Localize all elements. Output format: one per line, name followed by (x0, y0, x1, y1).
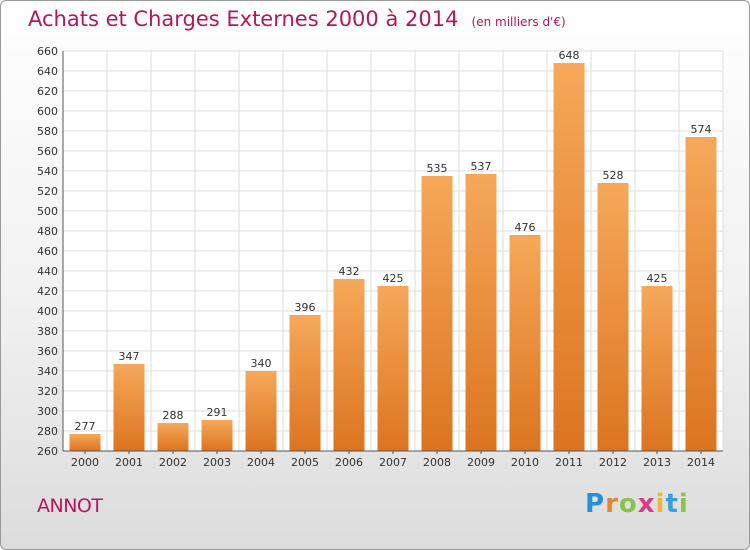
chart-title-block: Achats et Charges Externes 2000 à 2014 (… (28, 7, 566, 31)
x-tick-label: 2003 (203, 456, 231, 469)
bar-2012[interactable] (597, 183, 629, 451)
chart-title: Achats et Charges Externes 2000 à 2014 (28, 7, 459, 31)
bar-value-label: 425 (383, 272, 404, 285)
bar-value-label: 432 (339, 265, 360, 278)
y-tick-label: 600 (37, 105, 58, 118)
y-tick-label: 260 (37, 445, 58, 458)
y-tick-label: 560 (37, 145, 58, 158)
x-tick-label: 2008 (423, 456, 451, 469)
x-tick-label: 2001 (115, 456, 143, 469)
bars: 277 347 288 291 340 396 432 425 535 537 476 648 528 4… (69, 49, 717, 451)
y-tick-label: 360 (37, 345, 58, 358)
x-tick-label: 2007 (379, 456, 407, 469)
bar-value-label: 537 (471, 160, 492, 173)
x-tick-label: 2013 (643, 456, 671, 469)
bar-2008[interactable] (421, 176, 453, 451)
x-tick-label: 2000 (71, 456, 99, 469)
x-tick-label: 2005 (291, 456, 319, 469)
y-tick-label: 460 (37, 245, 58, 258)
bar-value-label: 528 (603, 169, 624, 182)
bar-value-label: 648 (559, 49, 580, 62)
bar-2000[interactable] (69, 434, 101, 451)
bar-2013[interactable] (641, 286, 673, 451)
x-tick-label: 2006 (335, 456, 363, 469)
x-tick-label: 2011 (555, 456, 583, 469)
y-tick-label: 420 (37, 285, 58, 298)
logo-letter: P (585, 489, 606, 519)
chart-unit-label: (en milliers d'€) (471, 15, 566, 29)
bar-value-label: 535 (427, 162, 448, 175)
axes: 260 280 300 320 340 360 380 400 420 440 460 480 500 5… (37, 45, 723, 469)
y-tick-label: 280 (37, 425, 58, 438)
y-tick-label: 520 (37, 185, 58, 198)
bar-2006[interactable] (333, 279, 365, 451)
logo-letter: o (618, 489, 638, 519)
bar-value-label: 425 (647, 272, 668, 285)
x-tick-label: 2010 (511, 456, 539, 469)
y-tick-label: 540 (37, 165, 58, 178)
y-tick-label: 500 (37, 205, 58, 218)
y-tick-label: 480 (37, 225, 58, 238)
bar-value-label: 288 (163, 409, 184, 422)
bar-value-label: 277 (75, 420, 96, 433)
bar-value-label: 396 (295, 301, 316, 314)
bar-2010[interactable] (509, 235, 541, 451)
bar-2007[interactable] (377, 286, 409, 451)
bar-2005[interactable] (289, 315, 321, 451)
x-tick-label: 2012 (599, 456, 627, 469)
bar-2001[interactable] (113, 364, 145, 451)
y-tick-label: 660 (37, 45, 58, 58)
bar-2004[interactable] (245, 371, 277, 451)
logo-letter: i (678, 489, 689, 519)
logo-letter: r (605, 489, 619, 519)
commune-name: ANNOT (37, 495, 103, 517)
y-tick-label: 340 (37, 365, 58, 378)
bar-2014[interactable] (685, 137, 717, 451)
y-tick-label: 580 (37, 125, 58, 138)
proxiti-logo[interactable]: Proxiti (585, 489, 689, 519)
y-tick-label: 380 (37, 325, 58, 338)
bar-value-label: 476 (515, 221, 536, 234)
logo-letter: x (637, 489, 656, 519)
x-tick-label: 2002 (159, 456, 187, 469)
x-tick-label: 2014 (687, 456, 715, 469)
y-tick-label: 300 (37, 405, 58, 418)
bar-2011[interactable] (553, 63, 585, 451)
bar-value-label: 574 (691, 123, 712, 136)
y-tick-label: 400 (37, 305, 58, 318)
x-tick-label: 2004 (247, 456, 275, 469)
y-tick-label: 320 (37, 385, 58, 398)
bar-value-label: 347 (119, 350, 140, 363)
y-tick-label: 640 (37, 65, 58, 78)
bar-value-label: 291 (207, 406, 228, 419)
x-tick-label: 2009 (467, 456, 495, 469)
logo-letter: i (655, 489, 666, 519)
y-tick-label: 620 (37, 85, 58, 98)
bar-2009[interactable] (465, 174, 497, 451)
bar-2003[interactable] (201, 420, 233, 451)
bar-value-label: 340 (251, 357, 272, 370)
y-tick-label: 440 (37, 265, 58, 278)
logo-letter: t (665, 489, 679, 519)
bar-2002[interactable] (157, 423, 189, 451)
